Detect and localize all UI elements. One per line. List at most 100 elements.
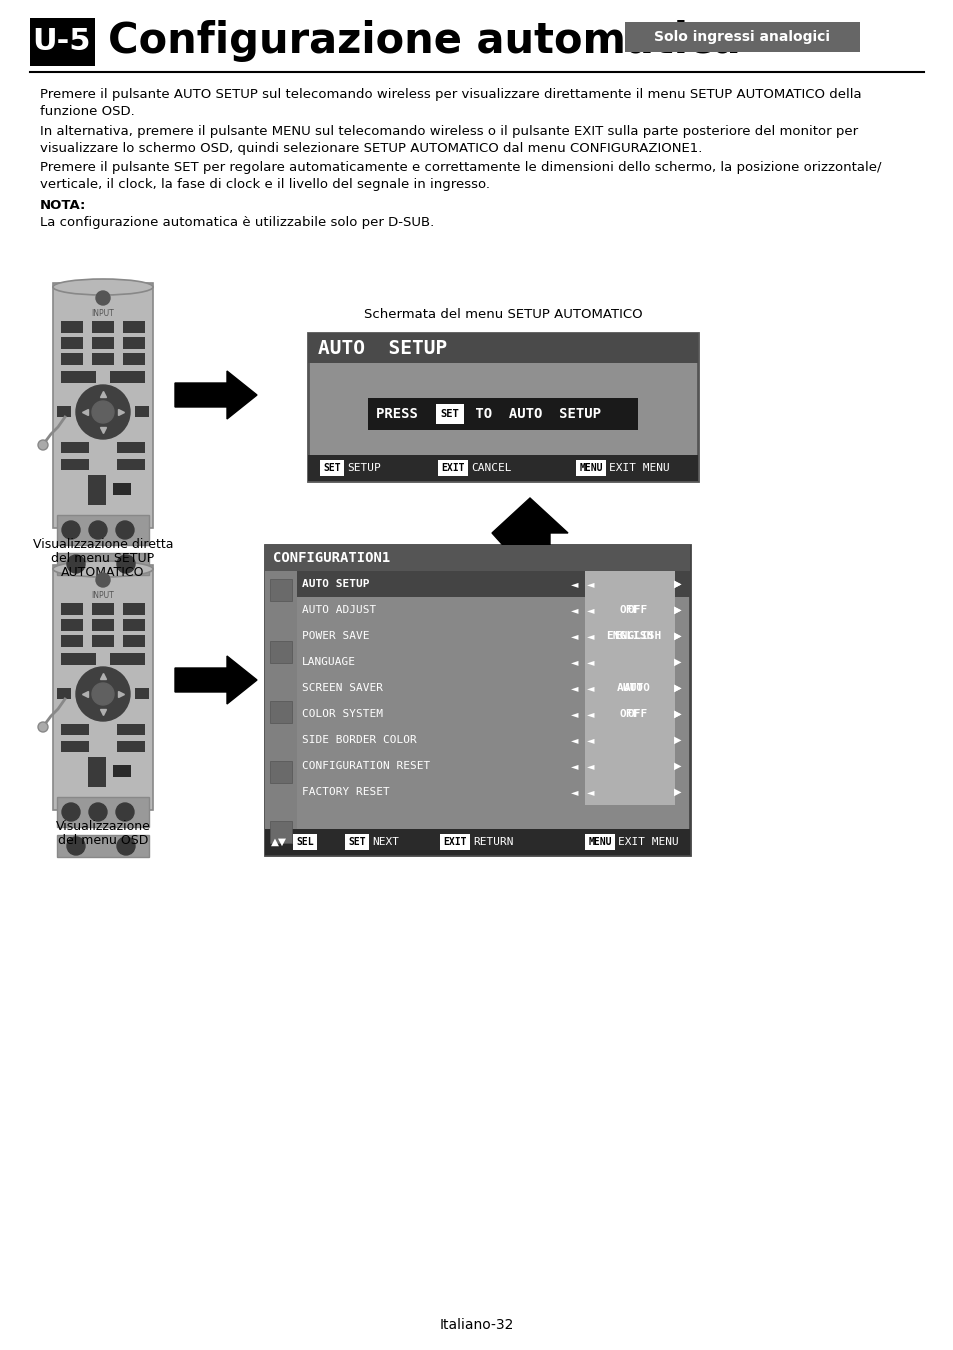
Text: funzione OSD.: funzione OSD. [40,105,134,117]
Text: ◄: ◄ [571,709,578,720]
Text: MENU: MENU [578,463,602,472]
Bar [345,834,369,850]
Bar [53,284,152,528]
Text: OFF: OFF [627,605,647,616]
Text: AUTO: AUTO [616,683,643,693]
Text: Premere il pulsante AUTO SETUP sul telecomando wireless per visualizzare diretta: Premere il pulsante AUTO SETUP sul telec… [40,88,861,101]
Bar [61,352,83,365]
Ellipse shape [53,279,152,296]
Text: ▶: ▶ [674,761,681,771]
Bar [265,545,689,571]
Text: ◄: ◄ [587,657,594,667]
Text: verticale, il clock, la fase di clock e il livello del segnale in ingresso.: verticale, il clock, la fase di clock e … [40,178,490,190]
Text: ▶: ▶ [674,579,681,589]
Text: AUTO  SETUP: AUTO SETUP [317,339,447,358]
Circle shape [38,722,48,732]
Text: NEXT: NEXT [372,837,398,846]
Text: ▶: ▶ [674,709,681,720]
Bar [57,688,71,699]
Bar [57,796,149,828]
Text: CONFIGURATION RESET: CONFIGURATION RESET [302,761,430,771]
Text: POWER SAVE: POWER SAVE [302,630,369,641]
Bar [30,18,95,66]
Circle shape [67,837,85,855]
Text: ◄: ◄ [571,787,578,796]
Text: Visualizzazione: Visualizzazione [55,819,151,833]
Circle shape [96,292,110,305]
Circle shape [91,401,113,423]
Bar [436,404,463,424]
Bar [57,836,149,857]
Circle shape [67,555,85,572]
Text: ◄: ◄ [571,683,578,693]
Bar [110,653,145,666]
Text: COLOR SYSTEM: COLOR SYSTEM [302,709,382,720]
Text: OFF: OFF [619,709,639,720]
Circle shape [62,521,80,539]
Bar [368,398,638,431]
Circle shape [116,521,133,539]
Text: RETURN: RETURN [473,837,513,846]
Bar [135,406,149,417]
Text: ENGLISH: ENGLISH [606,630,653,641]
Text: Solo ingressi analogici: Solo ingressi analogici [654,30,829,45]
Bar [270,641,292,663]
Bar [576,460,605,477]
Circle shape [89,521,107,539]
Bar [117,441,145,454]
Text: OFF: OFF [627,709,647,720]
Bar [61,603,83,616]
Text: ▶: ▶ [674,709,681,720]
Text: SET: SET [323,463,340,472]
Text: ENGLISH: ENGLISH [613,630,660,641]
Polygon shape [174,656,256,703]
Bar [584,834,615,850]
Bar [110,371,145,383]
Text: ▶: ▶ [674,734,681,745]
Bar [61,459,89,470]
Text: MENU: MENU [588,837,611,846]
Text: Configurazione automatica: Configurazione automatica [108,20,740,62]
Text: Schermata del menu SETUP AUTOMATICO: Schermata del menu SETUP AUTOMATICO [363,308,641,321]
Bar [61,724,89,734]
Bar [61,321,83,333]
Text: ▶: ▶ [674,657,681,667]
Bar [624,22,859,53]
Text: ▶: ▶ [674,683,681,693]
Text: EXIT MENU: EXIT MENU [608,463,669,472]
Text: CANCEL: CANCEL [471,463,511,472]
Text: ◄: ◄ [587,683,594,693]
Polygon shape [174,371,256,418]
Text: ◄: ◄ [587,787,594,796]
Circle shape [91,683,113,705]
Bar [88,475,106,505]
Text: INPUT: INPUT [91,590,114,599]
Text: visualizzare lo schermo OSD, quindi selezionare SETUP AUTOMATICO dal menu CONFIG: visualizzare lo schermo OSD, quindi sele… [40,142,701,155]
Bar [437,460,468,477]
Text: La configurazione automatica è utilizzabile solo per D-SUB.: La configurazione automatica è utilizzab… [40,216,434,230]
Text: ◄: ◄ [571,734,578,745]
Text: ◄: ◄ [571,579,578,589]
Circle shape [117,555,135,572]
Text: SET: SET [348,837,365,846]
Text: ▶: ▶ [674,579,681,589]
Bar [91,603,113,616]
Bar [91,634,113,647]
Bar [265,829,689,855]
Text: Visualizzazione diretta: Visualizzazione diretta [32,539,173,551]
Text: OFF: OFF [619,605,639,616]
Bar [57,406,71,417]
Bar [61,620,83,630]
Text: ▶: ▶ [674,683,681,693]
Text: LANGUAGE: LANGUAGE [302,657,355,667]
Text: ◄: ◄ [587,605,594,616]
Bar [112,765,131,778]
Circle shape [117,837,135,855]
Text: ◄: ◄ [587,709,594,720]
Text: PRESS: PRESS [375,406,426,421]
Polygon shape [492,498,567,554]
Text: SCREEN SAVER: SCREEN SAVER [302,683,382,693]
Bar [270,579,292,601]
Circle shape [89,803,107,821]
Bar [270,761,292,783]
